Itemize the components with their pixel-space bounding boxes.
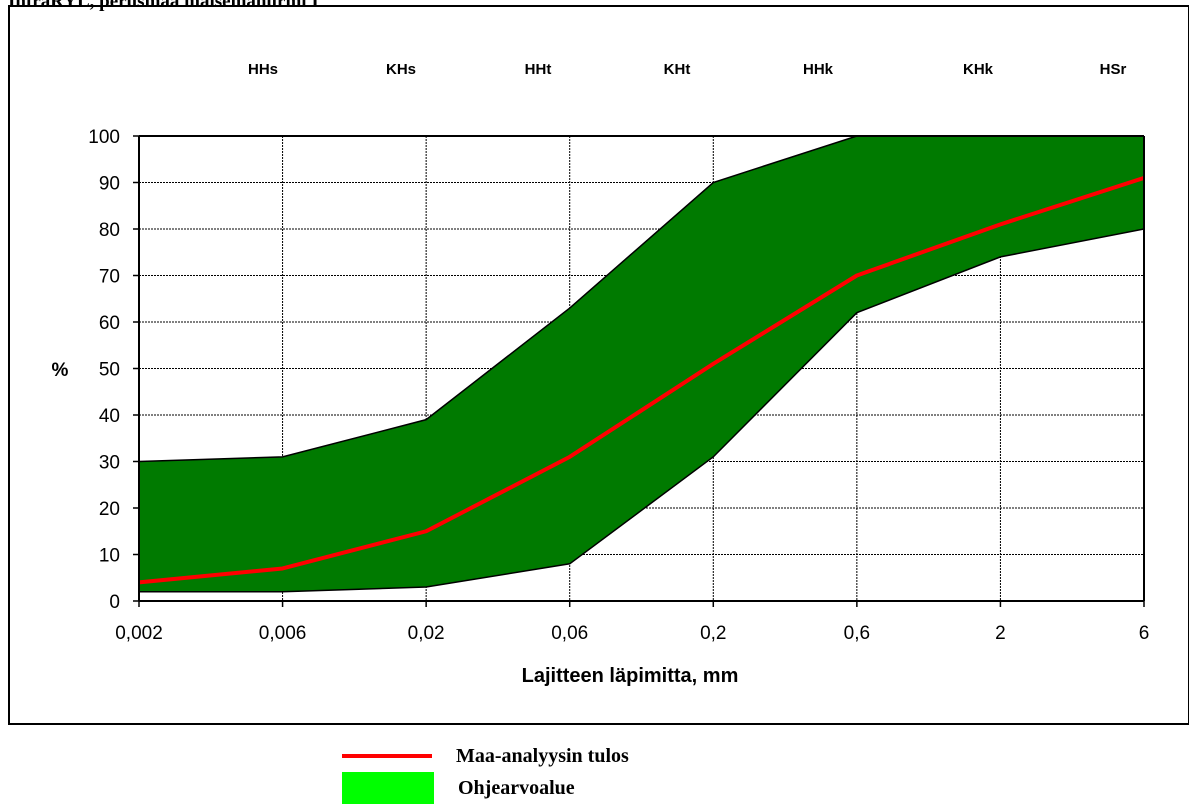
category-label: HSr bbox=[1100, 61, 1127, 78]
legend-swatch-area bbox=[342, 772, 434, 804]
category-label: HHt bbox=[525, 61, 552, 78]
category-label: HHk bbox=[803, 61, 834, 78]
y-tick-label: 90 bbox=[99, 174, 120, 195]
y-tick-label: 80 bbox=[99, 220, 120, 241]
y-axis-label: % bbox=[52, 360, 69, 381]
y-tick-label: 30 bbox=[99, 453, 120, 474]
y-axis-ticks: 0 10 20 30 40 50 60 70 80 90 100 bbox=[88, 127, 139, 613]
x-tick-label: 0,6 bbox=[844, 623, 870, 644]
x-tick-label: 6 bbox=[1139, 623, 1150, 644]
x-tick-label: 0,2 bbox=[700, 623, 726, 644]
category-label: KHk bbox=[963, 61, 994, 78]
chart-frame bbox=[8, 5, 1189, 725]
y-tick-label: 40 bbox=[99, 406, 120, 427]
y-tick-label: 70 bbox=[99, 267, 120, 288]
x-axis-ticks: 0,002 0,006 0,02 0,06 0,2 0,6 2 6 bbox=[115, 601, 1149, 644]
category-label: KHs bbox=[386, 61, 416, 78]
y-tick-label: 0 bbox=[109, 592, 120, 613]
series-line-result bbox=[138, 175, 1145, 585]
guide-band-lower-line bbox=[139, 228, 1145, 593]
legend-entry-result: Maa-analyysin tulos bbox=[342, 740, 629, 772]
soil-category-labels: HHs KHs HHt KHt HHk KHk HSr bbox=[248, 61, 1127, 78]
y-tick-label: 10 bbox=[99, 546, 120, 567]
x-tick-label: 0,002 bbox=[115, 623, 163, 644]
category-label: KHt bbox=[664, 61, 691, 78]
legend-entry-guide-range: Ohjearvoalue bbox=[342, 772, 629, 804]
legend: Maa-analyysin tulos Ohjearvoalue bbox=[342, 740, 629, 804]
legend-label: Maa-analyysin tulos bbox=[456, 744, 629, 767]
y-tick-label: 60 bbox=[99, 313, 120, 334]
guide-band-area bbox=[139, 136, 1144, 592]
series-layer bbox=[138, 175, 1145, 585]
x-axis-label: Lajitteen läpimitta, mm bbox=[522, 665, 739, 687]
y-tick-label: 20 bbox=[99, 499, 120, 520]
legend-swatch-line bbox=[342, 754, 432, 758]
y-tick-label: 100 bbox=[88, 127, 120, 148]
y-tick-label: 50 bbox=[99, 360, 120, 381]
x-tick-label: 0,006 bbox=[259, 623, 307, 644]
x-tick-label: 0,02 bbox=[408, 623, 445, 644]
x-tick-label: 2 bbox=[995, 623, 1006, 644]
guide-band bbox=[138, 135, 1145, 593]
category-label: HHs bbox=[248, 61, 278, 78]
x-tick-label: 0,06 bbox=[551, 623, 588, 644]
legend-label: Ohjearvoalue bbox=[458, 776, 575, 799]
